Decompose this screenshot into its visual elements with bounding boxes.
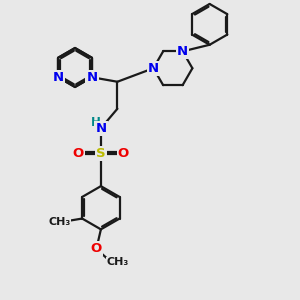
Text: N: N [52,71,64,84]
Text: N: N [177,45,188,58]
Text: N: N [86,71,98,84]
Text: O: O [73,147,84,160]
Text: O: O [118,147,129,160]
Text: N: N [148,62,159,75]
Text: N: N [95,122,106,135]
Text: S: S [96,147,106,160]
Text: CH₃: CH₃ [49,217,71,226]
Text: O: O [91,242,102,255]
Text: CH₃: CH₃ [106,257,128,267]
Text: H: H [91,116,100,129]
